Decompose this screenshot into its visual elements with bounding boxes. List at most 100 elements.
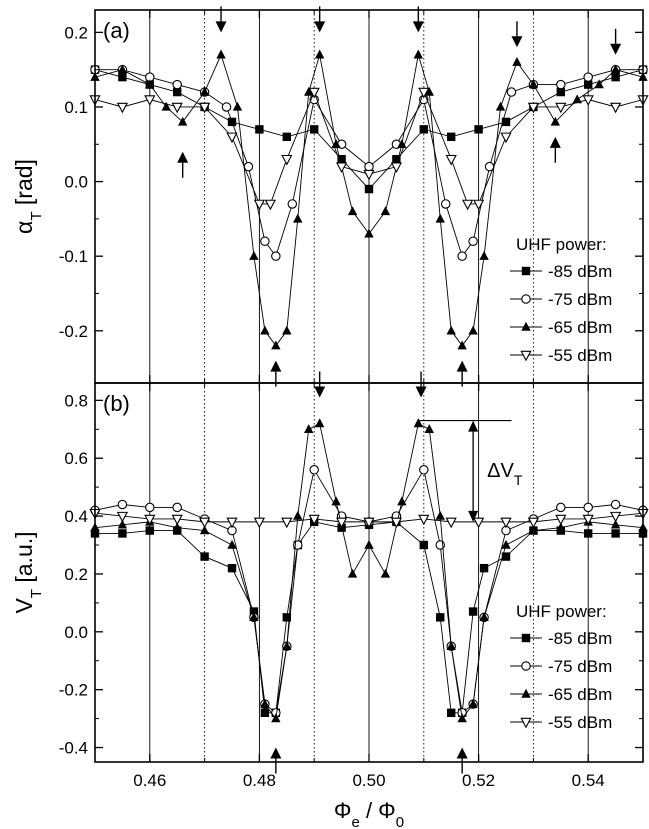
panel-a-series-55-dbm-point (226, 132, 238, 144)
panel-b-ytick-label: -0.4 (59, 739, 88, 758)
x-axis-label-sub: e (351, 814, 359, 829)
panel-b-series-65-dbm-point (435, 510, 445, 520)
panel-b-series-65-dbm-point (227, 539, 237, 549)
panel-b-xtick-label: 0.52 (462, 771, 495, 790)
panel-b-series-55-dbm-point (171, 514, 183, 526)
panel-a-series-55-dbm-point (462, 199, 474, 211)
panel-a-series-55-dbm-point (609, 102, 622, 114)
panel-b-series-65-dbm-point (199, 525, 210, 535)
panel-a-series-55-dbm-point (171, 102, 183, 114)
panel-b-series-65-dbm-point (314, 418, 325, 428)
panel-b-series-75-dbm-point (556, 502, 566, 513)
panel-a: -0.2 -0.1 0.0 0.1 0.2 (a) αT [rad] UHF power… (11, 6, 649, 387)
panel-a-arrow-up-head (549, 136, 561, 148)
panel-b-series-85-dbm-point (479, 563, 489, 573)
panel-a-series-65-dbm-point (117, 64, 128, 74)
panel-b-series-65-dbm-point (282, 641, 292, 650)
panel-a-series-55-dbm-point (582, 95, 594, 106)
panel-a-series-55-dbm-point (198, 102, 211, 114)
panel-b-arrow-down-head (314, 386, 326, 398)
panel-b-series-55-dbm-point (226, 517, 238, 529)
panel-a-series-85-dbm-point (447, 132, 456, 142)
panel-b-series-65-dbm-point (271, 713, 281, 723)
panel-b-series-55-dbm-point (116, 511, 129, 523)
panel-a-series-75-dbm-point (260, 236, 270, 247)
panel-a-legend-entry-65-dbm-label: -65 dBm (548, 318, 612, 337)
panel-b-ytick-label: 0.2 (64, 565, 88, 584)
panel-a-series-65-dbm-point (512, 57, 522, 66)
panel-b-arrow-up-head (456, 747, 468, 759)
panel-a-series-65-dbm-point (495, 101, 506, 111)
panel-b-series-85-dbm-point (447, 708, 456, 718)
panel-a-series-65-dbm-point (199, 86, 210, 96)
panel-a-series-55-dbm-point (390, 162, 403, 174)
panel-a-series-65-dbm-point (413, 49, 424, 59)
panel-a-series-75-dbm-point (271, 251, 281, 261)
panel-b-series-85-dbm-point (501, 552, 511, 561)
panel-a-arrow-up-head (456, 360, 468, 372)
panel-b-series-55-dbm-point (363, 517, 375, 529)
panel-a-series-65-dbm-point (446, 325, 456, 335)
panel-b-series-65-dbm-point (446, 641, 456, 650)
panel-b-legend-entry-65-dbm-marker (521, 688, 531, 698)
panel-a-legend-entry-55-dbm-marker (520, 350, 532, 362)
panel-a-series-85-dbm-point (255, 125, 264, 134)
panel-a-legend-entry-75-dbm-label: -75 dBm (548, 290, 612, 309)
panel-b-series-85-dbm-point (611, 529, 620, 538)
panel-b-delta-label: ΔVT (487, 460, 523, 488)
panel-a-series-55-dbm-point (555, 102, 567, 114)
panel-b-series-55-dbm-point (527, 517, 540, 529)
panel-b-series-65-dbm-point (380, 568, 391, 578)
panel-b-series-75-dbm-point (172, 502, 182, 513)
x-axis-label-sep: / Φ (360, 798, 396, 823)
panel-b-series-55-dbm-point (472, 517, 485, 529)
panel-a-ylabel-unit: [rad] (11, 159, 37, 211)
panel-b-series-55-dbm-point (281, 517, 293, 529)
panel-b-series-65-dbm-point (397, 496, 407, 506)
panel-b-series-75-dbm-point (309, 465, 319, 475)
panel-b-xtick-label: 0.54 (572, 771, 605, 790)
panel-b-ylabel-sub: T (28, 589, 45, 598)
panel-b-legend-entry-85-dbm-marker (521, 633, 531, 643)
panel-a-series-55-dbm-point (418, 87, 430, 99)
panel-a-arrow-up-head (177, 151, 189, 163)
panel-a-series-65-dbm-point (282, 325, 292, 335)
panel-b-xtick-label: 0.48 (243, 771, 276, 790)
panel-b-ylabel-symbol: V (11, 598, 37, 614)
panel-a-series-65-dbm-point (572, 94, 582, 104)
panel-a-series-55-dbm-point (363, 169, 375, 181)
panel-a-ytick-label: 0.2 (64, 23, 88, 42)
panel-b-label: (b) (103, 391, 130, 416)
panel-a-legend: UHF power: -85 dBm -75 dBm -65 dBm -55 dBm (510, 235, 612, 365)
x-axis-label-symbol: Φ (334, 798, 352, 823)
panel-a-series-55-dbm-point (500, 132, 512, 144)
panel-a-series-55-dbm-point (281, 154, 293, 166)
panel-b-series-55-dbm-point (308, 514, 320, 526)
panel-b-series-55-dbm-point (500, 517, 512, 529)
panel-b-series-85-dbm-point (145, 526, 154, 535)
panel-b: -0.4 -0.2 0.0 0.2 0.4 0.6 0.8 0.46 0.48 0.50 0.52 0… (11, 371, 649, 790)
panel-a-series-75-dbm-point (364, 161, 374, 172)
panel-b-vlines (149, 383, 589, 762)
panel-b-series-75-dbm-point (610, 499, 621, 510)
panel-a-series-65-dbm-point (594, 79, 604, 89)
panel-b-series-65-dbm-point (413, 418, 424, 428)
panel-b-delta-sub: T (514, 472, 523, 488)
panel-b-ylabel: VT [a.u.] (11, 531, 45, 613)
panel-b-legend-entry-85-dbm-label: -85 dBm (548, 629, 612, 648)
panel-b-series-65-dbm-point (117, 519, 128, 529)
panel-a-series-65-dbm-point (528, 79, 539, 89)
panel-b-series-55-dbm-point (198, 517, 211, 529)
panel-b-ytick-label: 0.6 (64, 449, 88, 468)
panel-b-series-65-dbm-point (249, 612, 259, 622)
panel-a-series-55-dbm-point (472, 199, 485, 211)
panel-a-series-75-dbm-point (556, 79, 566, 90)
panel-a-arrow-down-head (412, 21, 424, 33)
panel-b-series-65-dbm-point (172, 522, 182, 532)
panel-a-series-55-dbm-point (527, 102, 540, 114)
panel-a-series-75-dbm-point (287, 199, 298, 209)
panel-b-series-65-dbm-point (424, 424, 434, 433)
panel-b-series-55-dbm-point (609, 511, 622, 523)
panel-a-series-65-dbm-point (232, 101, 243, 111)
panel-b-series-55-dbm-point (418, 514, 430, 526)
